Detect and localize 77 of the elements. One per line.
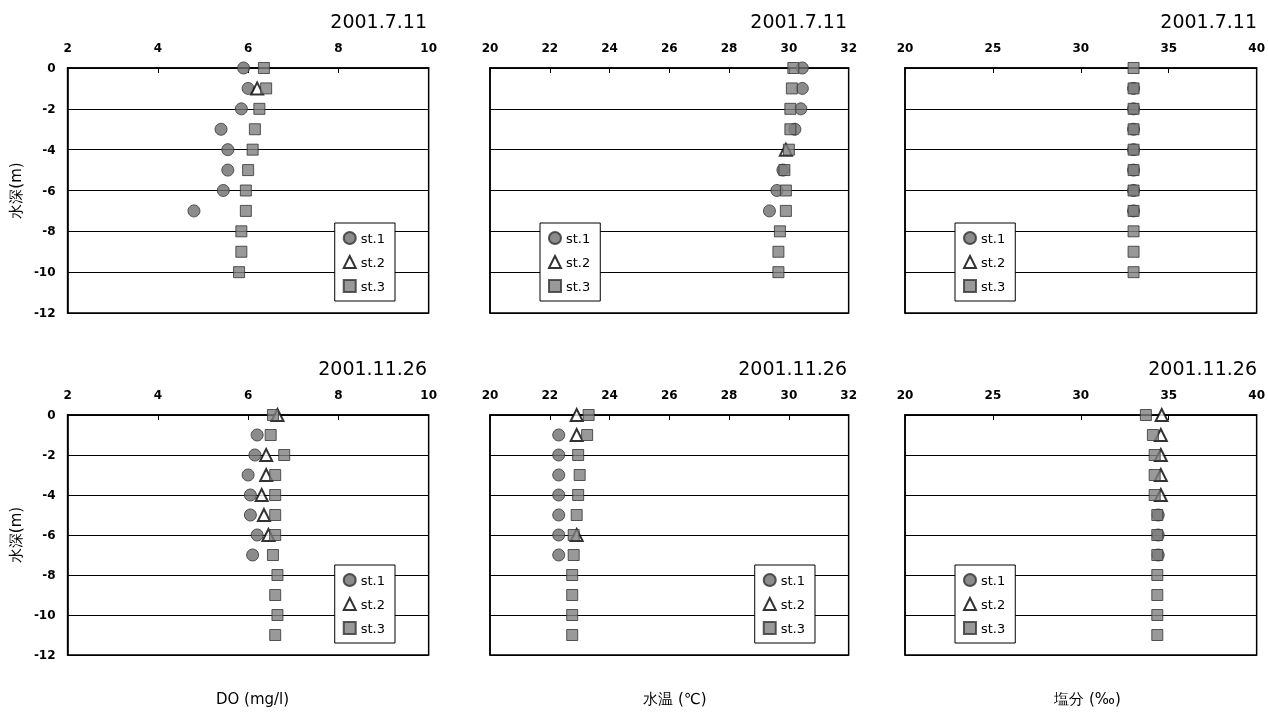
x-tick-label: 26 bbox=[660, 388, 678, 402]
x-tick-label: 8 bbox=[334, 41, 343, 55]
y-tick-label: -6 bbox=[42, 183, 56, 198]
x-tick-label: 35 bbox=[1160, 388, 1178, 402]
x-tick-label: 25 bbox=[984, 41, 1002, 55]
x-tick-label: 20 bbox=[896, 41, 914, 55]
x-tick-label: 32 bbox=[840, 388, 857, 402]
legend-label: st.1 bbox=[780, 572, 806, 588]
x-tick-label: 28 bbox=[720, 388, 738, 402]
y-tick-label: -6 bbox=[42, 528, 56, 542]
y-tick-label: -2 bbox=[42, 101, 56, 116]
x-tick-label: 10 bbox=[420, 41, 437, 55]
x-tick-label: 32 bbox=[840, 41, 857, 55]
x-tick-label: 30 bbox=[780, 41, 798, 55]
x-tick-label: 40 bbox=[1248, 41, 1265, 55]
chart-title: 2001.7.11 bbox=[750, 9, 848, 32]
x-axis-title: 水温 (℃) bbox=[643, 689, 707, 708]
y-axis-title: 水深(m) bbox=[6, 506, 25, 564]
x-axis-title: DO (mg/l) bbox=[215, 689, 290, 708]
y-tick-label: -8 bbox=[42, 224, 56, 239]
y-axis-title: 水深(m) bbox=[6, 162, 25, 219]
y-tick-label: -8 bbox=[42, 568, 56, 582]
chart-title: 2001.7.11 bbox=[1160, 9, 1258, 32]
legend-label: st.3 bbox=[360, 278, 386, 294]
x-tick-label: 30 bbox=[1072, 388, 1090, 402]
x-tick-label: 2 bbox=[63, 41, 72, 55]
x-tick-label: 40 bbox=[1248, 388, 1265, 402]
x-tick-label: 6 bbox=[243, 388, 253, 402]
x-tick-label: 26 bbox=[660, 41, 678, 55]
x-tick-label: 2 bbox=[63, 388, 72, 402]
x-tick-label: 20 bbox=[481, 41, 499, 55]
legend-label: st.1 bbox=[981, 230, 1006, 246]
x-tick-label: 24 bbox=[601, 41, 618, 55]
y-tick-label: -2 bbox=[42, 448, 56, 462]
legend-label: st.3 bbox=[780, 620, 806, 636]
x-tick-label: 4 bbox=[153, 41, 163, 55]
y-tick-label: -4 bbox=[42, 488, 56, 502]
x-tick-label: 35 bbox=[1160, 41, 1178, 55]
legend-label: st.1 bbox=[981, 572, 1006, 588]
y-tick-label: -10 bbox=[33, 608, 56, 622]
x-tick-label: 6 bbox=[243, 41, 253, 55]
x-tick-label: 22 bbox=[541, 41, 559, 55]
legend-label: st.2 bbox=[780, 596, 806, 612]
y-tick-label: -12 bbox=[33, 306, 56, 320]
legend-label: st.2 bbox=[981, 254, 1006, 270]
x-axis-title: 塩分 (‰) bbox=[1053, 689, 1121, 708]
legend-label: st.2 bbox=[360, 254, 386, 270]
chart-title: 2001.11.26 bbox=[738, 356, 848, 379]
legend-label: st.1 bbox=[566, 230, 591, 246]
x-tick-label: 30 bbox=[780, 388, 798, 402]
legend-label: st.3 bbox=[981, 278, 1006, 294]
x-tick-label: 25 bbox=[984, 388, 1002, 402]
legend-label: st.2 bbox=[566, 254, 591, 270]
y-tick-label: 0 bbox=[47, 61, 56, 75]
x-tick-label: 24 bbox=[601, 388, 618, 402]
legend-label: st.2 bbox=[360, 596, 386, 612]
x-tick-label: 30 bbox=[1072, 41, 1090, 55]
chart-title: 2001.7.11 bbox=[330, 9, 428, 32]
y-tick-label: -12 bbox=[33, 648, 56, 662]
y-tick-label: -4 bbox=[42, 142, 56, 157]
legend-label: st.2 bbox=[981, 596, 1006, 612]
y-tick-label: -10 bbox=[33, 265, 56, 280]
x-tick-label: 8 bbox=[334, 388, 343, 402]
x-tick-label: 10 bbox=[420, 388, 437, 402]
legend-label: st.1 bbox=[360, 572, 386, 588]
x-tick-label: 20 bbox=[481, 388, 499, 402]
chart-title: 2001.11.26 bbox=[318, 356, 428, 379]
chart-title: 2001.11.26 bbox=[1148, 356, 1258, 379]
x-tick-label: 4 bbox=[153, 388, 163, 402]
x-tick-label: 28 bbox=[720, 41, 738, 55]
legend-label: st.3 bbox=[566, 278, 591, 294]
legend-label: st.1 bbox=[360, 230, 386, 246]
legend-label: st.3 bbox=[360, 620, 386, 636]
x-tick-label: 22 bbox=[541, 388, 559, 402]
legend-label: st.3 bbox=[981, 620, 1006, 636]
y-tick-label: 0 bbox=[47, 408, 56, 422]
x-tick-label: 20 bbox=[896, 388, 914, 402]
